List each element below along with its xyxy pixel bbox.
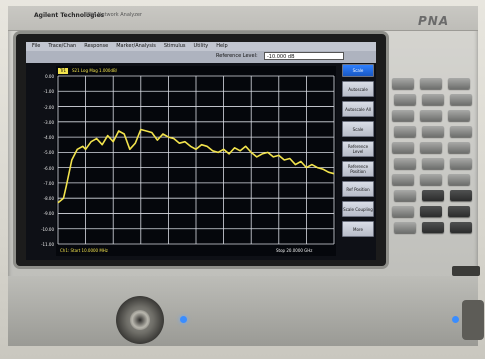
usb-port: [452, 266, 480, 276]
hardkey-8-1[interactable]: [420, 206, 442, 217]
hardkey-2-2[interactable]: [448, 110, 470, 121]
hardkey-4-2[interactable]: [448, 142, 470, 153]
reference-level-input[interactable]: -10.000 dB: [264, 52, 344, 60]
trace-info: S21 Log Mag 1.000dB/: [72, 68, 118, 73]
y-tick-label: -2.00: [43, 104, 54, 110]
status-start: Ch1: Start 10.0000 MHz: [60, 248, 108, 253]
hardkey-5-2[interactable]: [450, 158, 472, 169]
hardkey-0-1[interactable]: [420, 78, 442, 89]
instrument-top-strip: [8, 6, 478, 31]
y-tick-label: -5.00: [43, 150, 54, 156]
y-tick-label: -7.00: [43, 180, 54, 186]
product-logo: PNA: [418, 14, 450, 28]
menu-bar: File Trace/Chan Response Marker/Analysis…: [26, 42, 376, 51]
hardkey-0-0[interactable]: [392, 78, 414, 89]
hardkey-9-2[interactable]: [450, 222, 472, 233]
hardkey-8-2[interactable]: [448, 206, 470, 217]
hardkey-5-0[interactable]: [394, 158, 416, 169]
hardkey-7-1[interactable]: [422, 190, 444, 201]
hardkey-4-0[interactable]: [392, 142, 414, 153]
softkey-5[interactable]: Reference Position: [342, 161, 374, 177]
hardkey-0-2[interactable]: [448, 78, 470, 89]
port2-connector: [462, 300, 484, 340]
hardkey-2-1[interactable]: [420, 110, 442, 121]
softkey-6[interactable]: Ref Position: [342, 181, 374, 197]
softkey-0[interactable]: Scale: [342, 64, 374, 77]
y-tick-label: -1.00: [43, 89, 54, 95]
port1-connector-center: [130, 310, 150, 330]
hardkey-1-1[interactable]: [422, 94, 444, 105]
y-tick-label: -4.00: [43, 135, 54, 141]
menu-trace-chan[interactable]: Trace/Chan: [48, 43, 77, 49]
hardkey-6-1[interactable]: [420, 174, 442, 185]
hardkey-1-2[interactable]: [450, 94, 472, 105]
softkey-panel: Scale Autoscale Autoscale All Scale Referenc…: [342, 64, 374, 258]
hardkey-5-1[interactable]: [422, 158, 444, 169]
trace-line: [57, 128, 335, 204]
softkey-3[interactable]: Scale: [342, 121, 374, 137]
hardkey-9-0[interactable]: [394, 222, 416, 233]
y-tick-label: -6.00: [43, 165, 54, 171]
hardkey-panel: [392, 78, 482, 258]
analyzer-screen: File Trace/Chan Response Marker/Analysis…: [26, 42, 376, 260]
hardkey-6-0[interactable]: [392, 174, 414, 185]
hardkey-2-0[interactable]: [392, 110, 414, 121]
y-tick-label: 0.00: [45, 74, 54, 79]
brand-label: Agilent Technologies: [34, 12, 105, 19]
trace-plot-svg: [57, 75, 335, 245]
softkey-8[interactable]: More: [342, 221, 374, 237]
trace-tag[interactable]: Tr1: [58, 68, 69, 74]
menu-help[interactable]: Help: [216, 43, 228, 49]
hardkey-3-0[interactable]: [394, 126, 416, 137]
hardkey-7-0[interactable]: [394, 190, 416, 201]
softkey-2[interactable]: Autoscale All: [342, 101, 374, 117]
hardkey-3-1[interactable]: [422, 126, 444, 137]
menu-marker-analysis[interactable]: Marker/Analysis: [116, 43, 156, 49]
model-label: PNA Network Analyzer: [86, 12, 142, 18]
menu-utility[interactable]: Utility: [193, 43, 209, 49]
menu-response[interactable]: Response: [84, 43, 109, 49]
softkey-4[interactable]: Reference Level: [342, 141, 374, 157]
hardkey-1-0[interactable]: [394, 94, 416, 105]
menu-stimulus[interactable]: Stimulus: [163, 43, 186, 49]
hardkey-7-2[interactable]: [450, 190, 472, 201]
lower-front-panel: [8, 276, 478, 346]
softkey-7[interactable]: Scale Coupling: [342, 201, 374, 217]
hardkey-9-1[interactable]: [422, 222, 444, 233]
hardkey-3-2[interactable]: [450, 126, 472, 137]
softkey-1[interactable]: Autoscale: [342, 81, 374, 97]
y-tick-label: -3.00: [43, 119, 54, 125]
menu-file[interactable]: File: [32, 43, 41, 49]
y-tick-label: -11.00: [41, 242, 54, 247]
hardkey-8-0[interactable]: [392, 206, 414, 217]
status-stop: Stop 20.0000 GHz: [276, 248, 313, 253]
trace-plot: Tr1 S21 Log Mag 1.000dB/ 0.00 -1.00 -2.00 -…: [41, 66, 336, 256]
y-tick-label: -10.00: [41, 226, 54, 232]
y-tick-label: -9.00: [43, 211, 54, 217]
hardkey-4-1[interactable]: [420, 142, 442, 153]
y-tick-label: -8.00: [43, 196, 54, 202]
port1-led: [180, 316, 187, 323]
hardkey-6-2[interactable]: [448, 174, 470, 185]
port2-led: [452, 316, 459, 323]
reference-level-label: Reference Level:: [216, 53, 258, 59]
